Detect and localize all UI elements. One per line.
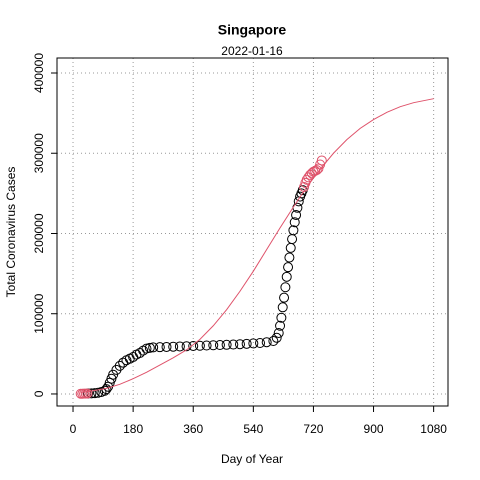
point xyxy=(280,282,291,293)
chart-subtitle: 2022-01-16 xyxy=(221,44,283,58)
point xyxy=(148,342,159,353)
point xyxy=(214,340,225,351)
point xyxy=(221,339,232,350)
point xyxy=(208,340,219,351)
point xyxy=(261,337,272,348)
point xyxy=(273,327,284,338)
point xyxy=(291,210,302,221)
point xyxy=(82,388,93,399)
y-tick-label: 0 xyxy=(32,390,46,397)
point xyxy=(234,339,245,350)
point xyxy=(289,217,300,228)
x-tick-label: 720 xyxy=(303,422,323,436)
point xyxy=(168,341,179,352)
point xyxy=(188,340,199,351)
y-axis-label: Total Coronavirus Cases xyxy=(4,167,18,298)
point xyxy=(161,341,172,352)
point xyxy=(279,292,290,303)
point xyxy=(255,338,266,349)
x-tick-label: 360 xyxy=(183,422,203,436)
point xyxy=(275,320,286,331)
x-axis-label: Day of Year xyxy=(221,452,283,466)
point xyxy=(277,302,288,313)
point xyxy=(174,341,185,352)
point xyxy=(138,345,149,356)
point xyxy=(306,168,317,179)
point xyxy=(114,360,125,371)
point xyxy=(288,225,299,236)
point xyxy=(154,342,165,353)
x-tick-label: 900 xyxy=(364,422,384,436)
x-tick-label: 180 xyxy=(123,422,143,436)
point xyxy=(268,336,279,347)
point xyxy=(316,155,327,166)
x-tick-label: 1080 xyxy=(420,422,447,436)
point xyxy=(194,340,205,351)
point xyxy=(228,339,239,350)
point xyxy=(201,340,212,351)
y-tick-label: 400000 xyxy=(32,53,46,93)
point xyxy=(276,312,287,323)
point xyxy=(311,165,322,176)
point xyxy=(284,252,295,263)
plot-frame xyxy=(56,57,449,407)
x-tick-label: 540 xyxy=(243,422,263,436)
y-tick-label: 300000 xyxy=(32,133,46,173)
chart-title: Singapore xyxy=(218,22,287,38)
y-tick-label: 100000 xyxy=(32,293,46,333)
point xyxy=(144,342,155,353)
point xyxy=(248,338,259,349)
x-tick-label: 0 xyxy=(70,422,77,436)
fit-line xyxy=(80,98,434,393)
point xyxy=(281,271,292,282)
point xyxy=(271,332,282,343)
point xyxy=(283,262,294,273)
y-tick-label: 200000 xyxy=(32,213,46,253)
point xyxy=(241,338,252,349)
